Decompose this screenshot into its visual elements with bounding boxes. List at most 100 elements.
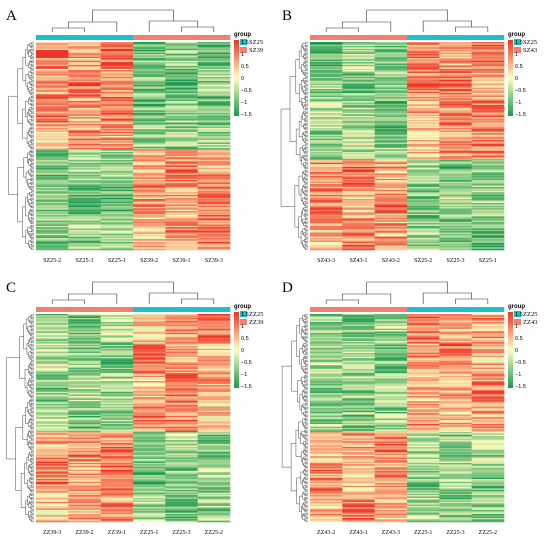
heatmap-cell	[100, 316, 134, 319]
heatmap-cell	[342, 79, 375, 82]
heatmap-cell	[471, 454, 505, 457]
heatmap-cell	[471, 429, 505, 432]
heatmap-cell	[407, 326, 440, 328]
heatmap-cell	[439, 247, 472, 249]
heatmap-cell	[439, 76, 472, 79]
row-dendrogram-link	[31, 169, 32, 172]
heatmap-cell	[471, 344, 505, 347]
heatmap-cell	[374, 160, 408, 162]
heatmap-cell	[310, 221, 343, 224]
heatmap-cell	[165, 173, 198, 176]
heatmap-cell	[439, 86, 472, 88]
heatmap-cell	[165, 146, 198, 149]
heatmap-cell	[407, 381, 440, 383]
heatmap-cell	[68, 394, 101, 397]
heatmap-cell	[68, 115, 101, 118]
heatmap-cell	[374, 415, 408, 418]
heatmap-cell	[36, 395, 69, 398]
heatmap-cell	[165, 493, 198, 496]
heatmap-cell	[100, 134, 134, 137]
heatmap-cell	[342, 425, 375, 428]
legend-label: SZ39	[249, 47, 263, 54]
heatmap-cell	[439, 425, 472, 428]
heatmap-cell	[36, 383, 69, 386]
heatmap-cell	[36, 428, 69, 430]
heatmap-cell	[310, 466, 343, 469]
heatmap-cell	[68, 458, 101, 461]
heatmap-cell	[68, 83, 101, 86]
heatmap-cell	[36, 201, 69, 204]
heatmap-cell	[36, 457, 69, 460]
heatmap-cell	[36, 465, 69, 468]
heatmap-cell	[68, 465, 101, 468]
heatmap-cell	[197, 190, 231, 193]
heatmap-cell	[165, 188, 198, 190]
row-dendrogram-link	[31, 214, 32, 217]
heatmap-cell	[165, 133, 198, 135]
heatmap-cell	[68, 334, 101, 336]
row-dendrogram-link	[29, 107, 32, 111]
heatmap-cell	[374, 371, 408, 374]
heatmap-cell	[36, 245, 69, 248]
row-dendrogram-link	[31, 317, 32, 319]
heatmap-cell	[133, 356, 166, 359]
heatmap-cell	[36, 97, 69, 99]
heatmap-cell	[407, 47, 440, 50]
heatmap-cell	[374, 207, 408, 209]
heatmap-cell	[471, 405, 505, 407]
heatmap-cell	[407, 410, 440, 413]
heatmap-cell	[197, 156, 231, 158]
heatmap-cell	[471, 79, 505, 82]
color-scale-tick: 1.5	[515, 40, 523, 46]
heatmap-cell	[165, 182, 198, 185]
heatmap-cell	[374, 331, 408, 334]
heatmap-cell	[439, 209, 472, 212]
heatmap-cell	[36, 441, 69, 444]
heatmap-cell	[197, 364, 231, 367]
heatmap-cell	[100, 512, 134, 515]
row-dendrogram-link	[31, 128, 32, 131]
heatmap-cell	[310, 398, 343, 401]
heatmap-cell	[342, 169, 375, 172]
heatmap-cell	[68, 369, 101, 371]
heatmap-cell	[36, 410, 69, 413]
heatmap-cell	[471, 143, 505, 146]
heatmap-cell	[68, 172, 101, 174]
heatmap-cell	[36, 330, 69, 332]
heatmap-cell	[100, 248, 134, 251]
heatmap-cell	[471, 520, 505, 523]
heatmap-cell	[374, 432, 408, 434]
column-label: SZ39-2	[140, 258, 158, 264]
heatmap-cell	[165, 488, 198, 491]
heatmap-cell	[471, 430, 505, 433]
row-dendrogram-link	[280, 108, 295, 207]
heatmap-cell	[133, 508, 166, 511]
heatmap-cell	[310, 493, 343, 496]
heatmap-cell	[342, 86, 375, 88]
heatmap-cell	[310, 420, 343, 422]
heatmap-cell	[471, 409, 505, 411]
heatmap-cell	[133, 352, 166, 355]
heatmap-cell	[133, 244, 166, 247]
heatmap-cell	[68, 466, 101, 469]
heatmap-cell	[197, 205, 231, 208]
heatmap-cell	[439, 316, 472, 319]
heatmap-cell	[133, 444, 166, 446]
heatmap-cell	[310, 231, 343, 233]
heatmap-cell	[36, 235, 69, 237]
legend-label: ZZ25	[249, 311, 263, 318]
heatmap-cell	[471, 219, 505, 221]
heatmap-cell	[133, 414, 166, 417]
heatmap-cell	[439, 114, 472, 117]
heatmap-cell	[407, 480, 440, 483]
heatmap-cell	[197, 409, 231, 411]
heatmap-cell	[407, 48, 440, 51]
heatmap-cell	[310, 215, 343, 217]
heatmap-cell	[310, 434, 343, 437]
heatmap-cell	[374, 90, 408, 92]
heatmap-cell	[407, 453, 440, 456]
heatmap-cell	[407, 406, 440, 409]
heatmap-cell	[68, 215, 101, 217]
heatmap-cell	[100, 224, 134, 227]
heatmap-cell	[471, 401, 505, 403]
